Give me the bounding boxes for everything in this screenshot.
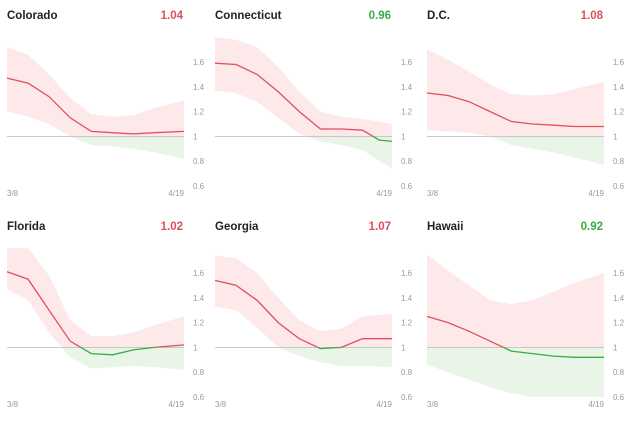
x-tick-label: 3/8	[7, 189, 19, 198]
y-tick-label: 1.6	[613, 58, 625, 67]
chart-svg: 0.6 0.8 1 1.2 1.4 1.6 4/19	[214, 37, 413, 198]
x-tick-label: 4/19	[588, 189, 604, 198]
y-tick-label: 0.8	[401, 157, 413, 166]
y-tick-label: 1.4	[193, 294, 205, 303]
chart-panel: Connecticut 0.96 0.6 0.8 1 1.2 1.4 1.6 4/19	[214, 10, 415, 210]
confidence-band-below	[490, 136, 604, 165]
rt-value-label: 1.07	[368, 221, 391, 233]
x-tick-label: 3/8	[7, 400, 19, 409]
y-tick-label: 1.4	[401, 294, 413, 303]
y-tick-label: 1.2	[193, 319, 205, 328]
rt-line-above	[6, 271, 185, 348]
x-tick-label: 3/8	[427, 400, 439, 409]
x-tick-label: 3/8	[427, 189, 439, 198]
y-tick-label: 0.8	[613, 157, 625, 166]
confidence-band-above	[427, 254, 604, 348]
y-tick-label: 1	[193, 343, 198, 352]
y-tick-label: 1	[613, 132, 618, 141]
y-tick-label: 1.2	[613, 108, 625, 117]
confidence-band-above	[7, 248, 184, 348]
chart-panel: Georgia 1.07 0.6 0.8 1 1.2 1.4 1.6 3/8 4/19	[214, 221, 415, 421]
x-tick-label: 4/19	[168, 400, 184, 409]
confidence-band-below	[427, 347, 604, 397]
confidence-band-above	[215, 37, 392, 137]
y-tick-label: 1.6	[401, 58, 413, 67]
rt-line-above	[426, 315, 505, 348]
y-tick-label: 0.8	[193, 157, 205, 166]
y-tick-label: 1.6	[613, 269, 625, 278]
y-tick-label: 0.6	[613, 182, 625, 191]
confidence-band-below	[278, 347, 392, 368]
y-tick-label: 1.6	[193, 58, 205, 67]
y-tick-label: 0.6	[193, 182, 205, 191]
y-tick-label: 1.4	[401, 83, 413, 92]
rt-line-above	[6, 77, 185, 135]
state-title: D.C.	[427, 10, 450, 22]
chart-svg: 0.6 0.8 1 1.2 1.4 1.6 3/8 4/19	[214, 255, 413, 409]
y-tick-label: 1	[401, 132, 406, 141]
y-tick-label: 0.8	[613, 368, 625, 377]
y-tick-label: 0.6	[401, 182, 413, 191]
y-tick-label: 1.2	[613, 319, 625, 328]
y-tick-label: 1	[193, 132, 198, 141]
x-tick-label: 4/19	[376, 400, 392, 409]
y-tick-label: 1.2	[193, 108, 205, 117]
y-tick-label: 1.6	[193, 269, 205, 278]
rt-value-label: 1.02	[160, 221, 183, 233]
y-tick-label: 1.2	[401, 319, 413, 328]
confidence-band-above	[215, 255, 392, 348]
confidence-band-above	[427, 49, 604, 137]
y-tick-label: 1.4	[613, 294, 625, 303]
state-title: Georgia	[215, 221, 259, 233]
confidence-band-below	[70, 136, 184, 159]
state-title: Colorado	[7, 10, 58, 22]
x-tick-label: 4/19	[376, 189, 392, 198]
y-tick-label: 0.8	[401, 368, 413, 377]
chart-svg: 0.6 0.8 1 1.2 1.4 1.6 3/8 4/19	[426, 254, 625, 409]
y-tick-label: 1.6	[401, 269, 413, 278]
chart-panel: Hawaii 0.92 0.6 0.8 1 1.2 1.4 1.6 3/8 4/19	[426, 221, 627, 421]
chart-svg: 0.6 0.8 1 1.2 1.4 1.6 3/8 4/19	[6, 248, 205, 409]
chart-panel: Florida 1.02 0.6 0.8 1 1.2 1.4 1.6 3/8 4/19	[6, 221, 207, 421]
chart-panel: D.C. 1.08 0.6 0.8 1 1.2 1.4 1.6 3/8 4/19	[426, 10, 627, 210]
rt-value-label: 1.08	[580, 10, 603, 22]
chart-panel: Colorado 1.04 0.6 0.8 1 1.2 1.4 1.6 3/8 4/19	[6, 10, 207, 210]
confidence-band-above	[7, 47, 184, 137]
chart-svg: 0.6 0.8 1 1.2 1.4 1.6 3/8 4/19	[426, 49, 625, 198]
chart-svg: 0.6 0.8 1 1.2 1.4 1.6 3/8 4/19	[6, 47, 205, 198]
y-tick-label: 1	[613, 343, 618, 352]
rt-line-above	[214, 279, 392, 348]
y-tick-label: 1.4	[613, 83, 625, 92]
x-tick-label: 4/19	[168, 189, 184, 198]
y-tick-label: 0.6	[193, 393, 205, 402]
rt-line-below	[501, 347, 604, 358]
y-tick-label: 0.6	[401, 393, 413, 402]
confidence-band-below	[306, 136, 392, 169]
y-tick-label: 0.8	[193, 368, 205, 377]
rt-value-label: 0.92	[580, 221, 603, 233]
y-tick-label: 0.6	[613, 393, 625, 402]
rt-value-label: 1.04	[160, 10, 183, 22]
confidence-band-below	[61, 347, 184, 370]
y-tick-label: 1.4	[193, 83, 205, 92]
state-title: Hawaii	[427, 221, 464, 233]
x-tick-label: 3/8	[215, 400, 227, 409]
rt-line-above	[426, 92, 604, 128]
rt-line-below	[79, 347, 163, 356]
rt-value-label: 0.96	[368, 10, 391, 22]
state-title: Connecticut	[215, 10, 282, 22]
rt-line-above	[214, 62, 375, 137]
y-tick-label: 1	[401, 343, 406, 352]
state-title: Florida	[7, 221, 46, 233]
y-tick-label: 1.2	[401, 108, 413, 117]
x-tick-label: 4/19	[588, 400, 604, 409]
